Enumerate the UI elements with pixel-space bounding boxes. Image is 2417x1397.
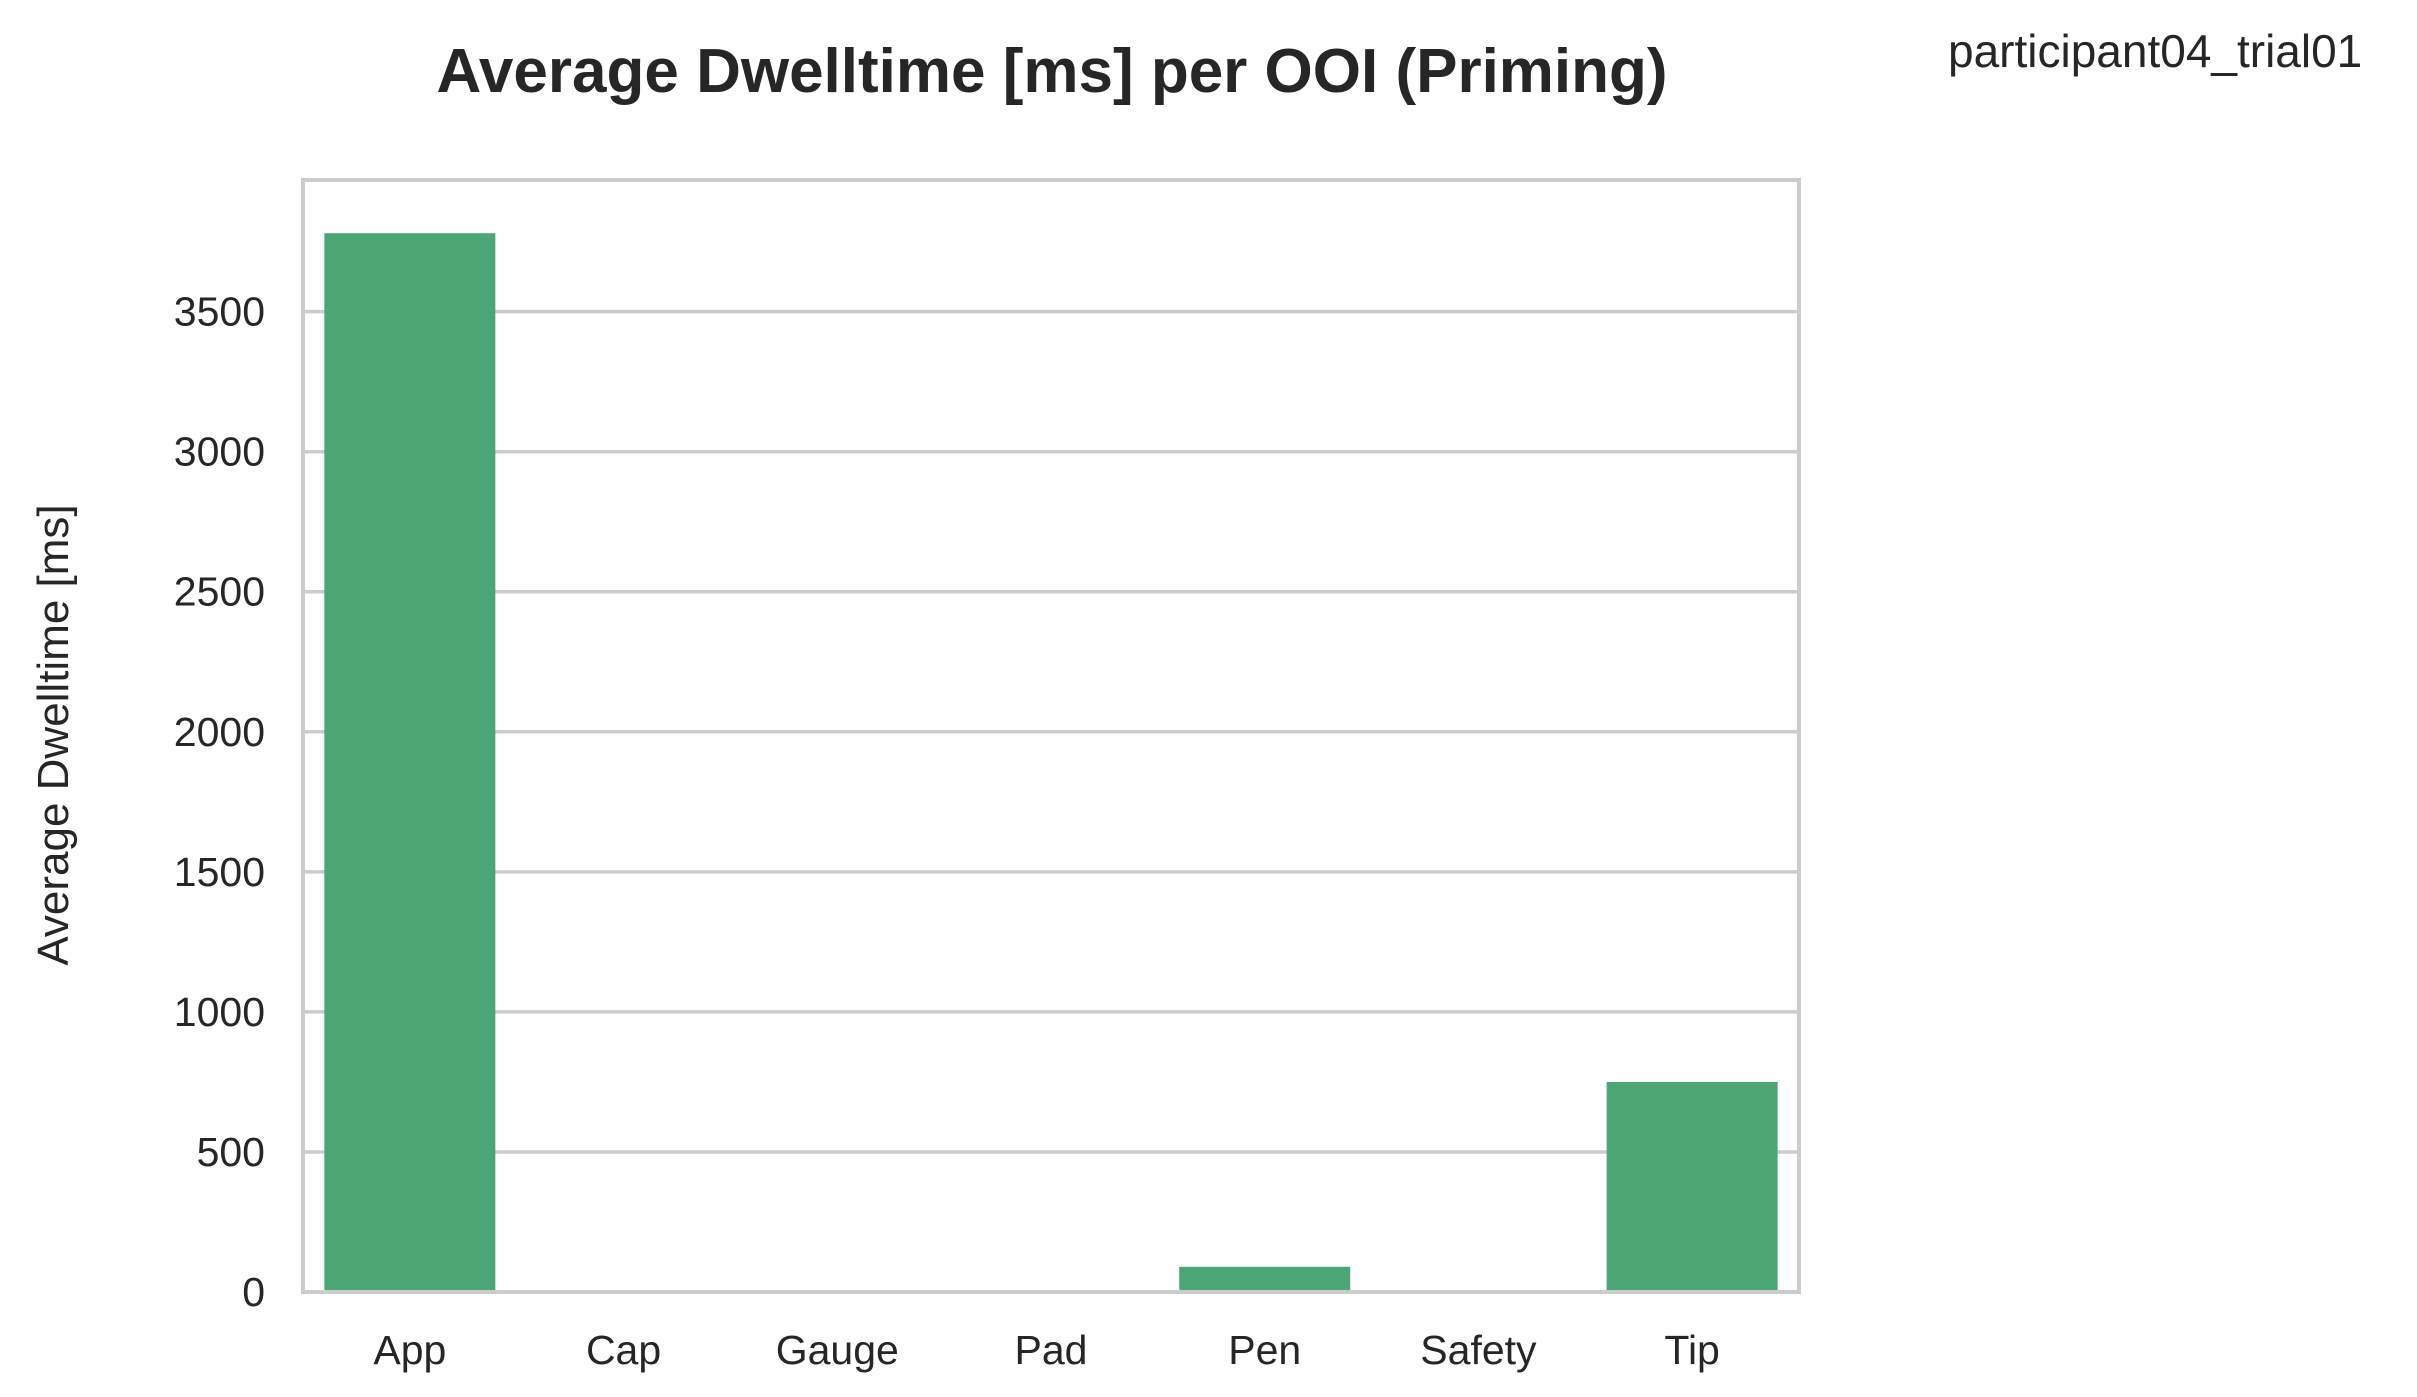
x-tick-label-cap: Cap — [586, 1327, 661, 1373]
y-tick-label: 1500 — [174, 849, 265, 895]
x-tick-labels: App Cap Gauge Pad Pen Safety Tip — [373, 1327, 1719, 1373]
grid-lines — [303, 309, 1799, 1154]
y-axis-label: Average Dwelltime [ms] — [29, 504, 78, 965]
x-tick-label-gauge: Gauge — [776, 1327, 899, 1373]
bar-pen — [1179, 1266, 1351, 1292]
y-tick-label: 2500 — [174, 569, 265, 615]
x-tick-label-tip: Tip — [1664, 1327, 1719, 1373]
x-tick-label-pad: Pad — [1015, 1327, 1088, 1373]
y-tick-labels: 0 500 1000 1500 2000 2500 3000 3500 — [174, 289, 265, 1315]
x-tick-label-app: App — [373, 1327, 446, 1373]
y-tick-label: 2000 — [174, 709, 265, 755]
x-tick-label-safety: Safety — [1420, 1327, 1537, 1373]
bar-tip — [1606, 1081, 1778, 1292]
chart-annotation: participant04_trial01 — [1948, 25, 2362, 77]
plot-frame — [301, 178, 1801, 1294]
bar-app — [324, 233, 496, 1293]
bars — [324, 233, 1778, 1293]
y-tick-label: 3000 — [174, 429, 265, 475]
chart-title: Average Dwelltime [ms] per OOI (Priming) — [436, 37, 1667, 106]
y-tick-label: 500 — [197, 1129, 265, 1175]
x-tick-label-pen: Pen — [1228, 1327, 1301, 1373]
y-tick-label: 3500 — [174, 289, 265, 335]
y-tick-label: 1000 — [174, 989, 265, 1035]
y-tick-label: 0 — [242, 1269, 265, 1315]
